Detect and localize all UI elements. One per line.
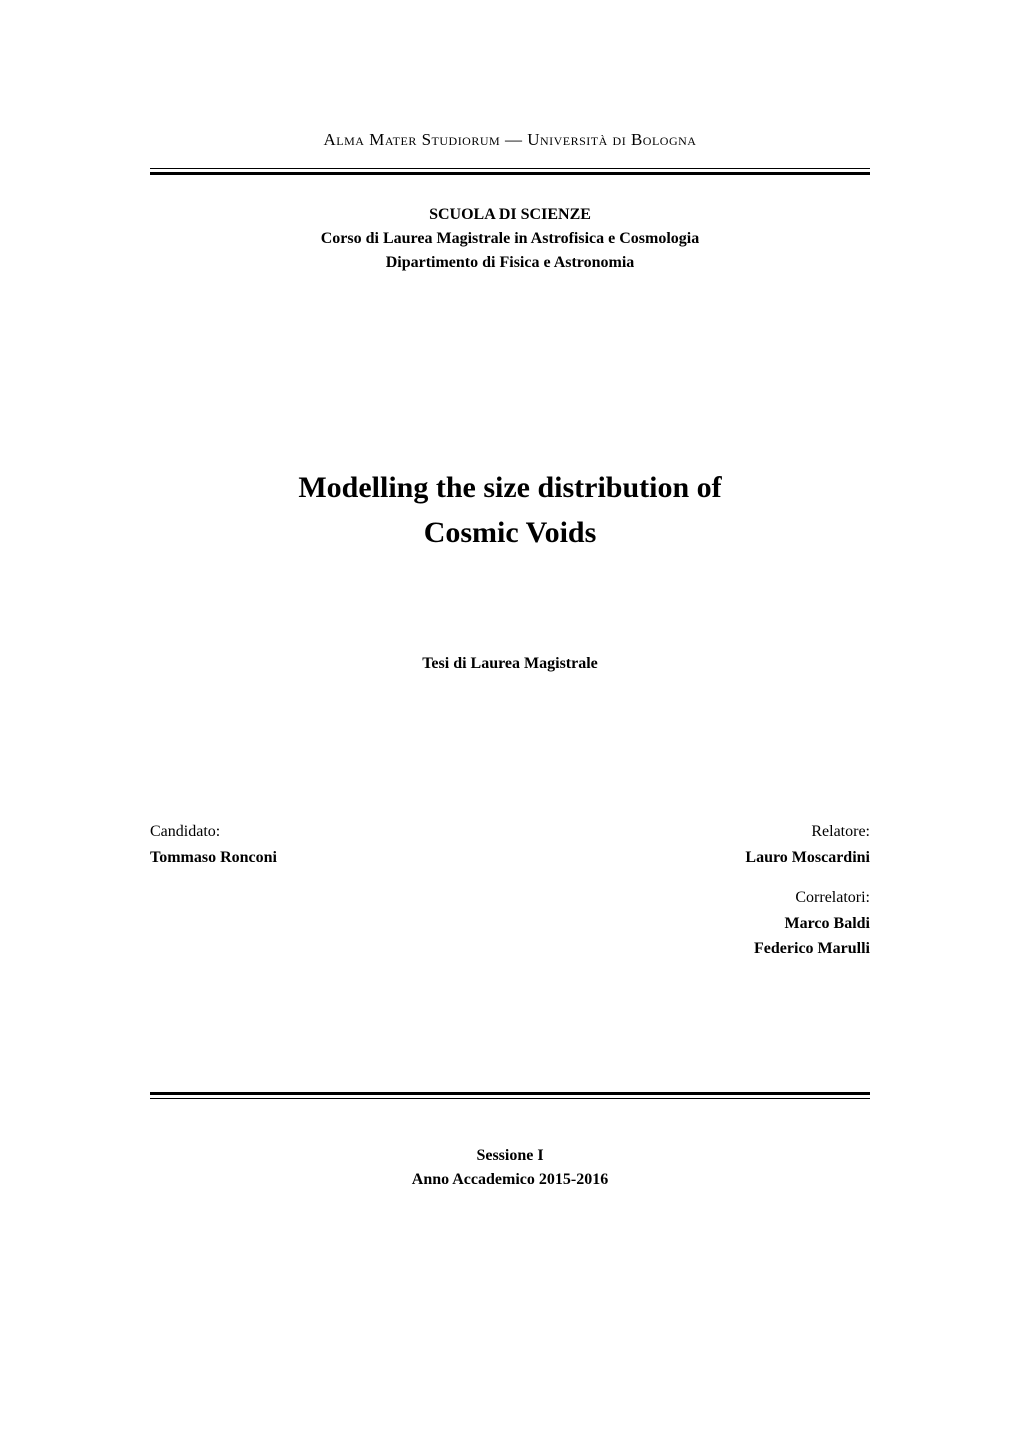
bottom-rule-thick <box>150 1092 870 1095</box>
school-block: SCUOLA DI SCIENZE Corso di Laurea Magist… <box>150 203 870 275</box>
school-name: SCUOLA DI SCIENZE <box>150 203 870 227</box>
academic-year: Anno Accademico 2015-2016 <box>150 1168 870 1192</box>
bottom-rule-group <box>150 1092 870 1099</box>
university-name: Alma Mater Studiorum — Università di Bol… <box>150 130 870 150</box>
candidate-label: Candidato: <box>150 823 277 841</box>
title-line-2: Cosmic Voids <box>150 510 870 555</box>
top-rule-thick <box>150 172 870 175</box>
advisor-name: Lauro Moscardini <box>745 845 870 871</box>
bottom-rule-thin <box>150 1098 870 1099</box>
thesis-title: Modelling the size distribution of Cosmi… <box>150 465 870 555</box>
coadvisor-name-1: Marco Baldi <box>150 911 870 937</box>
thesis-type: Tesi di Laurea Magistrale <box>150 655 870 673</box>
coadvisor-name-2: Federico Marulli <box>150 936 870 962</box>
session-label: Sessione I <box>150 1144 870 1168</box>
candidate-block: Candidato: Tommaso Ronconi <box>150 823 277 871</box>
course-name: Corso di Laurea Magistrale in Astrofisic… <box>150 227 870 251</box>
people-row: Candidato: Tommaso Ronconi Relatore: Lau… <box>150 823 870 871</box>
department-name: Dipartimento di Fisica e Astronomia <box>150 251 870 275</box>
candidate-name: Tommaso Ronconi <box>150 845 277 871</box>
title-line-1: Modelling the size distribution of <box>150 465 870 510</box>
top-rule-group <box>150 168 870 175</box>
session-block: Sessione I Anno Accademico 2015-2016 <box>150 1144 870 1192</box>
top-rule-thin <box>150 168 870 169</box>
advisor-block: Relatore: Lauro Moscardini <box>745 823 870 871</box>
coadvisors-label: Correlatori: <box>150 889 870 907</box>
coadvisors-block: Correlatori: Marco Baldi Federico Marull… <box>150 889 870 962</box>
advisor-label: Relatore: <box>745 823 870 841</box>
